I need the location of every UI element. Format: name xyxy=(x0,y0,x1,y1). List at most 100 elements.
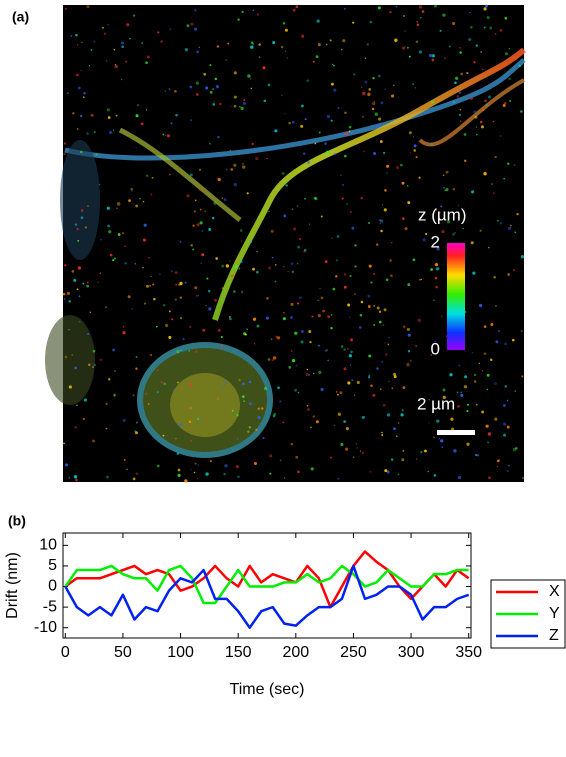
speckle xyxy=(280,45,284,49)
speckle xyxy=(288,366,292,369)
speckle xyxy=(212,88,215,91)
speckle xyxy=(102,26,104,29)
speckle xyxy=(441,230,445,234)
speckle xyxy=(466,71,469,75)
speckle xyxy=(483,325,487,329)
speckle xyxy=(312,372,315,375)
speckle xyxy=(277,386,280,390)
speckle xyxy=(74,366,77,370)
speckle xyxy=(131,189,133,192)
y-tick-label: -10 xyxy=(34,619,57,636)
speckle xyxy=(340,48,343,51)
speckle xyxy=(414,87,417,89)
speckle xyxy=(291,120,295,124)
speckle xyxy=(335,391,338,393)
speckle xyxy=(285,184,288,187)
speckle xyxy=(433,299,435,301)
speckle xyxy=(175,438,177,440)
cell-body xyxy=(45,315,95,405)
speckle xyxy=(146,55,150,59)
speckle xyxy=(466,442,470,446)
speckle xyxy=(112,348,115,352)
speckle xyxy=(225,59,227,61)
speckle xyxy=(212,216,215,220)
speckle xyxy=(190,244,193,247)
speckle xyxy=(63,152,66,156)
speckle xyxy=(269,454,273,458)
speckle xyxy=(442,174,445,177)
speckle xyxy=(243,99,246,102)
scale-bar xyxy=(437,430,475,435)
speckle xyxy=(487,441,489,444)
speckle xyxy=(370,281,373,284)
speckle xyxy=(350,350,353,354)
speckle xyxy=(370,384,373,388)
speckle xyxy=(407,333,411,337)
speckle xyxy=(209,64,212,67)
speckle xyxy=(164,134,167,137)
speckle xyxy=(431,58,435,62)
speckle xyxy=(246,192,249,195)
speckle xyxy=(250,45,254,49)
speckle xyxy=(509,99,512,102)
speckle xyxy=(63,142,67,145)
speckle xyxy=(316,19,320,23)
speckle xyxy=(257,416,261,419)
speckle xyxy=(291,208,294,210)
speckle xyxy=(236,437,239,440)
speckle xyxy=(367,294,371,298)
speckle xyxy=(80,69,82,72)
speckle xyxy=(379,388,382,390)
speckle xyxy=(189,173,193,177)
speckle xyxy=(452,100,456,104)
speckle xyxy=(307,160,310,164)
speckle xyxy=(112,258,115,262)
speckle xyxy=(431,54,435,58)
x-tick-label: 0 xyxy=(61,644,70,661)
speckle xyxy=(399,163,403,167)
speckle xyxy=(317,344,321,347)
speckle xyxy=(234,265,238,269)
y-axis-title: Drift (nm) xyxy=(4,552,21,619)
speckle xyxy=(75,33,78,37)
speckle xyxy=(199,221,203,225)
speckle xyxy=(107,224,110,228)
speckle xyxy=(312,415,315,418)
speckle xyxy=(320,215,323,218)
speckle xyxy=(315,420,319,424)
speckle xyxy=(345,447,349,451)
speckle xyxy=(348,130,351,133)
speckle xyxy=(475,126,478,128)
speckle xyxy=(163,382,166,386)
speckle xyxy=(214,298,217,302)
speckle xyxy=(507,273,510,276)
speckle xyxy=(230,274,234,278)
speckle xyxy=(209,91,213,94)
speckle xyxy=(384,469,388,473)
speckle xyxy=(471,190,475,194)
speckle xyxy=(330,314,333,316)
speckle xyxy=(274,129,278,133)
speckle xyxy=(375,124,379,128)
speckle xyxy=(124,262,127,265)
speckle xyxy=(487,432,492,436)
speckle xyxy=(215,85,220,89)
neurite xyxy=(64,58,526,161)
speckle xyxy=(473,110,477,114)
speckle xyxy=(460,393,464,397)
speckle xyxy=(126,468,128,471)
speckle xyxy=(190,439,193,442)
speckle xyxy=(376,306,380,310)
speckle xyxy=(395,5,398,8)
y-tick-label: 10 xyxy=(39,537,57,554)
speckle xyxy=(143,302,147,305)
speckle xyxy=(391,94,395,98)
speckle xyxy=(451,427,455,431)
speckle xyxy=(79,320,81,323)
data-line xyxy=(64,564,470,629)
speckle xyxy=(297,470,300,474)
speckle xyxy=(151,176,154,179)
speckle xyxy=(264,386,268,390)
speckle xyxy=(485,424,489,428)
speckle xyxy=(86,281,89,284)
